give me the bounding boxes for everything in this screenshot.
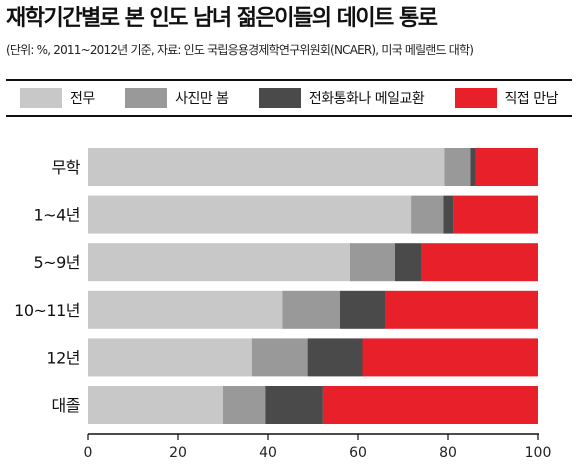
legend-item-photo: 사진만 봄 [125,88,229,108]
bar-segment [475,148,538,186]
category-label: 10~11년 [14,301,80,320]
legend-item-phone: 전화통화나 메일교환 [258,88,425,108]
bar-segment [223,386,266,424]
bar-segment [88,290,283,329]
bar-segment [349,243,395,282]
legend-label-none: 전무 [70,91,95,107]
bar-segment [88,243,350,282]
legend-swatch-none [20,88,62,108]
chart-subtitle: (단위: %, 2011~2012년 기준, 자료: 인도 국립응용경제학연구위… [6,43,474,57]
bar-segment [88,338,252,377]
bar-segment [411,195,444,234]
x-tick-label-0: 0 [84,445,93,461]
category-label: 1~4년 [34,206,81,225]
chart-title: 재학기간별로 본 인도 남녀 젊은이들의 데이트 통로 [6,6,438,31]
legend-label-photo: 사진만 봄 [175,91,229,107]
category-label: 무학 [52,158,81,177]
legend-item-none: 전무 [20,88,95,108]
bar-segment [421,243,538,282]
category-label: 12년 [46,348,80,367]
bar-segment [340,290,385,329]
x-tick-label-100: 100 [525,445,552,461]
bar-segment [307,338,363,377]
bar-segment [470,148,476,186]
legend: 전무 사진만 봄 전화통화나 메일교환 직접 만남 [6,79,572,117]
legend-item-meet: 직접 만남 [454,88,559,108]
bar-segment [88,148,445,186]
bar-segment [443,195,454,234]
bar-segment [322,386,538,424]
x-tick-label-40: 40 [259,445,277,461]
legend-label-phone: 전화통화나 메일교환 [308,91,425,107]
bar-segment [453,195,538,234]
bar-segment [282,290,340,329]
bar-segment [251,338,308,377]
legend-swatch-phone [258,88,301,108]
legend-swatch-meet [454,88,497,108]
bar-segment [362,338,538,377]
bar-segment [394,243,421,282]
legend-swatch-photo [125,88,168,108]
category-label: 대졸 [52,396,80,415]
bar-segment [385,290,538,329]
x-tick-label-80: 80 [439,445,457,461]
bar-segment [88,195,412,234]
category-label: 5~9년 [34,253,81,272]
legend-label-meet: 직접 만남 [504,91,559,107]
x-tick-label-20: 20 [169,445,187,461]
bar-segment [265,386,323,424]
x-tick-label-60: 60 [349,445,367,461]
bar-segment [444,148,471,186]
bar-segment [88,386,223,424]
